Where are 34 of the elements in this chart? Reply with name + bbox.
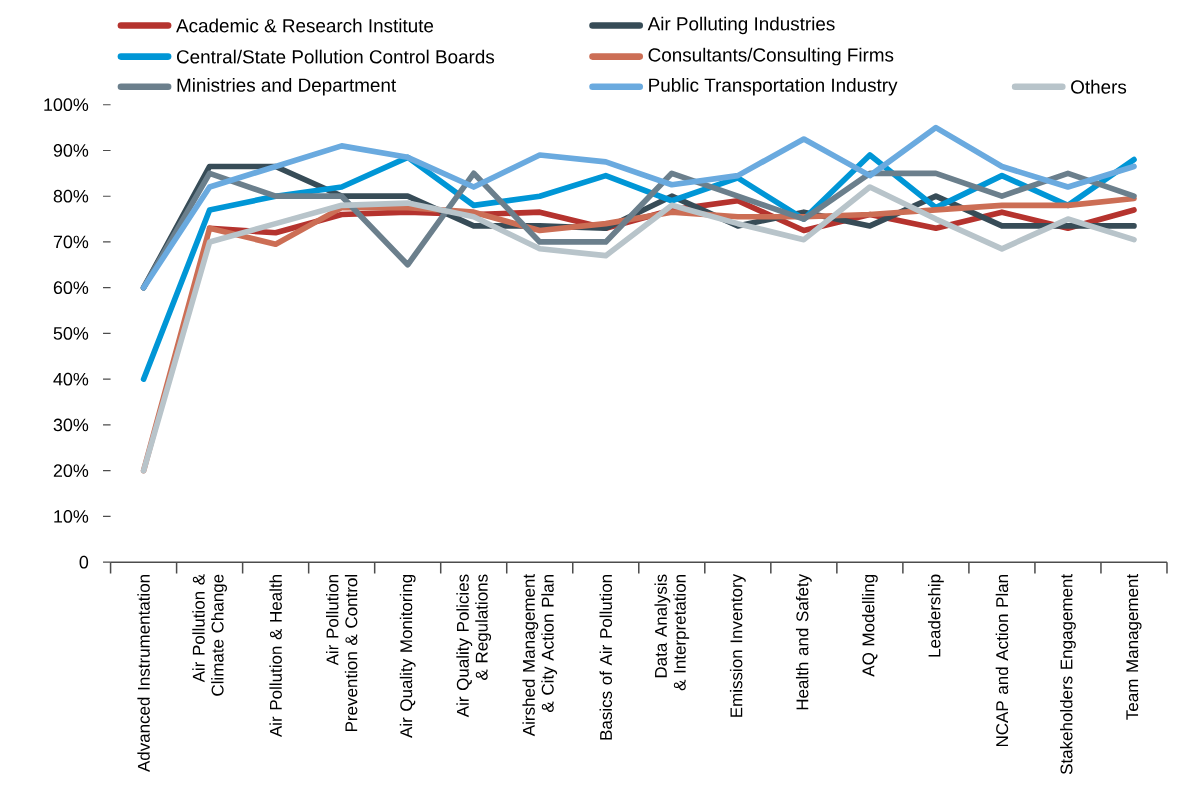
legend-label: Consultants/Consulting Firms bbox=[648, 47, 894, 66]
x-tick-label: Data Analysis & Interpretation bbox=[654, 574, 690, 691]
x-tick-label: NCAP and Action Plan bbox=[995, 575, 1009, 747]
x-tick-label: Team Management bbox=[1126, 574, 1142, 720]
y-tick-label: 70% bbox=[53, 235, 89, 249]
legend-label: Public Transportation Industry bbox=[649, 78, 898, 96]
y-tick-label: 80% bbox=[53, 189, 89, 203]
x-tick-label: Stakeholders Engagement bbox=[1060, 574, 1076, 775]
x-tick-label: Air Quality Policies & Regulations bbox=[456, 574, 492, 718]
y-tick-label: 50% bbox=[53, 327, 89, 340]
y-tick-label: 90% bbox=[53, 144, 89, 157]
x-tick-label: Leadership bbox=[927, 574, 944, 657]
x-tick-label: Advanced Instrumentation bbox=[137, 575, 150, 773]
y-tick-label: 40% bbox=[53, 372, 89, 386]
legend-label: Academic & Research Institute bbox=[176, 18, 434, 33]
x-tick-label: Health and Safety bbox=[795, 573, 812, 710]
y-tick-label: 100% bbox=[44, 98, 89, 112]
y-tick-label: 10% bbox=[54, 510, 89, 523]
legend-label: Central/State Pollution Control Boards bbox=[176, 49, 495, 64]
x-tick-label: Emission Inventory bbox=[729, 573, 746, 717]
x-tick-label: Air Quality Monitoring bbox=[399, 575, 416, 739]
legend-label: Others bbox=[1071, 79, 1127, 94]
y-tick-label: 0 bbox=[79, 555, 89, 569]
x-tick-label: Basics of Air Pollution bbox=[599, 575, 613, 740]
x-tick-label: Air Pollution & Health bbox=[269, 575, 282, 738]
x-tick-label: AQ Modelling bbox=[861, 575, 878, 677]
legend-label: Ministries and Department bbox=[177, 78, 397, 96]
x-tick-label: Air Pollution & Climate Change bbox=[192, 574, 227, 696]
x-tick-label: Airshed Management & City Action Plan bbox=[522, 574, 558, 737]
y-tick-label: 60% bbox=[53, 281, 89, 295]
y-tick-label: 20% bbox=[53, 464, 89, 478]
y-tick-label: 30% bbox=[53, 418, 89, 432]
x-tick-label: Air Pollution Prevention & Control bbox=[325, 575, 358, 732]
legend-label: Air Polluting Industries bbox=[647, 16, 835, 35]
